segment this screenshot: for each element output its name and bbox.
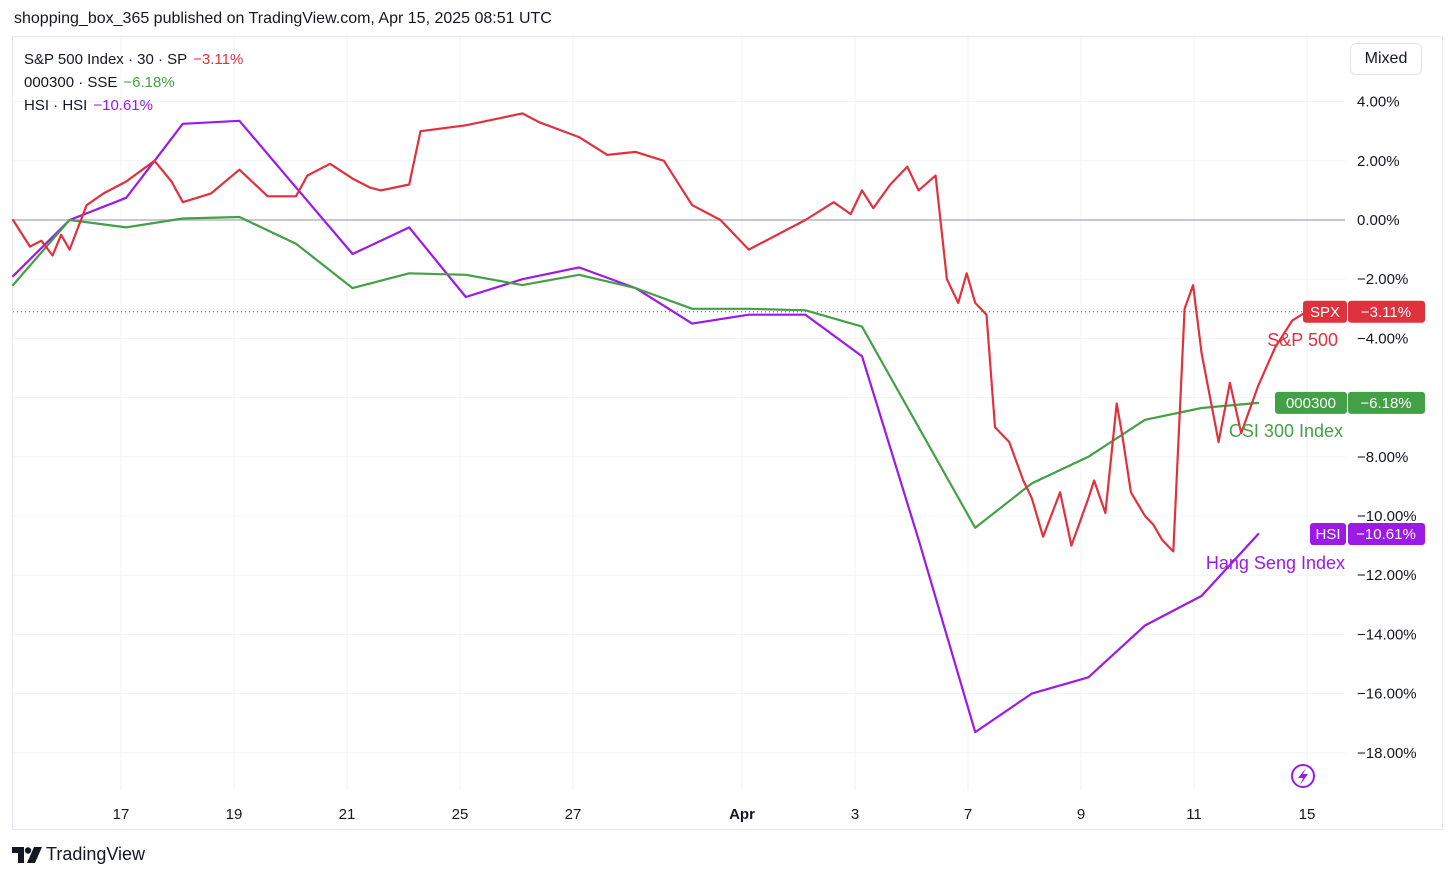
value-badge: −10.61%	[1356, 526, 1416, 543]
y-tick-label: 0.00%	[1357, 212, 1400, 229]
value-badge-bg	[1348, 523, 1425, 546]
y-tick-label: −10.00%	[1357, 508, 1417, 525]
legend-change: −6.18%	[123, 74, 175, 91]
events-lightning-icon[interactable]	[1291, 764, 1315, 788]
x-tick-label: 19	[226, 806, 243, 823]
y-tick-label: −18.00%	[1357, 745, 1417, 762]
tradingview-logo-icon	[12, 846, 42, 863]
series-line-spx[interactable]	[11, 112, 1308, 553]
x-tick-label: 21	[339, 806, 356, 823]
series-name-label: Hang Seng Index	[1206, 553, 1345, 573]
series-name-label: CSI 300 Index	[1229, 421, 1343, 441]
series-name-label: S&P 500	[1267, 330, 1338, 350]
lightning-bolt-icon	[1298, 768, 1308, 785]
series-line-hsi[interactable]	[11, 119, 1260, 734]
published-caption: shopping_box_365 published on TradingVie…	[14, 10, 552, 27]
y-tick-label: −2.00%	[1357, 271, 1408, 288]
symbol-badge: SPX	[1310, 304, 1340, 321]
scale-mode-button[interactable]: Mixed	[1350, 43, 1422, 75]
y-tick-label: −12.00%	[1357, 567, 1417, 584]
series-line-000300[interactable]	[11, 215, 1260, 529]
tradingview-logo[interactable]: TradingView	[12, 844, 145, 865]
y-tick-label: −4.00%	[1357, 330, 1408, 347]
x-tick-label: 17	[113, 806, 130, 823]
legend-change: −3.11%	[193, 51, 244, 68]
chart-frame	[12, 36, 1443, 830]
legend-symbol: 000300 · SSE	[24, 74, 118, 91]
legend-row-csi[interactable]: 000300 · SSE −6.18%	[24, 71, 243, 94]
legend-change: −10.61%	[93, 97, 153, 114]
value-badge: −6.18%	[1360, 395, 1411, 412]
symbol-badge-bg	[1303, 300, 1347, 323]
symbol-badge: HSI	[1315, 526, 1340, 543]
symbol-badge: 000300	[1286, 395, 1336, 412]
chart-legend: S&P 500 Index · 30 · SP −3.11% 000300 · S…	[24, 48, 243, 117]
value-badge-bg	[1348, 300, 1425, 323]
legend-symbol: HSI · HSI	[24, 97, 88, 114]
symbol-badge-bg	[1310, 523, 1346, 546]
x-tick-label: 7	[964, 806, 972, 823]
legend-row-spx[interactable]: S&P 500 Index · 30 · SP −3.11%	[24, 48, 243, 71]
y-tick-label: −14.00%	[1357, 626, 1417, 643]
x-tick-label: 11	[1186, 806, 1202, 823]
x-tick-label: 15	[1299, 806, 1316, 823]
x-tick-label: 3	[851, 806, 859, 823]
legend-row-hsi[interactable]: HSI · HSI −10.61%	[24, 94, 243, 117]
x-tick-label: 25	[452, 806, 469, 823]
value-badge-bg	[1348, 391, 1425, 414]
y-tick-label: −16.00%	[1357, 686, 1417, 703]
legend-symbol: S&P 500 Index · 30 · SP	[24, 51, 188, 68]
x-tick-label: 9	[1077, 806, 1085, 823]
y-tick-label: 4.00%	[1357, 94, 1400, 111]
y-tick-label: −8.00%	[1357, 449, 1408, 466]
tradingview-logo-text: TradingView	[46, 844, 146, 864]
symbol-badge-bg	[1275, 391, 1347, 414]
x-tick-label: Apr	[729, 806, 755, 823]
value-badge: −3.11%	[1361, 304, 1411, 321]
x-tick-label: 27	[565, 806, 582, 823]
y-tick-label: 2.00%	[1357, 153, 1400, 170]
